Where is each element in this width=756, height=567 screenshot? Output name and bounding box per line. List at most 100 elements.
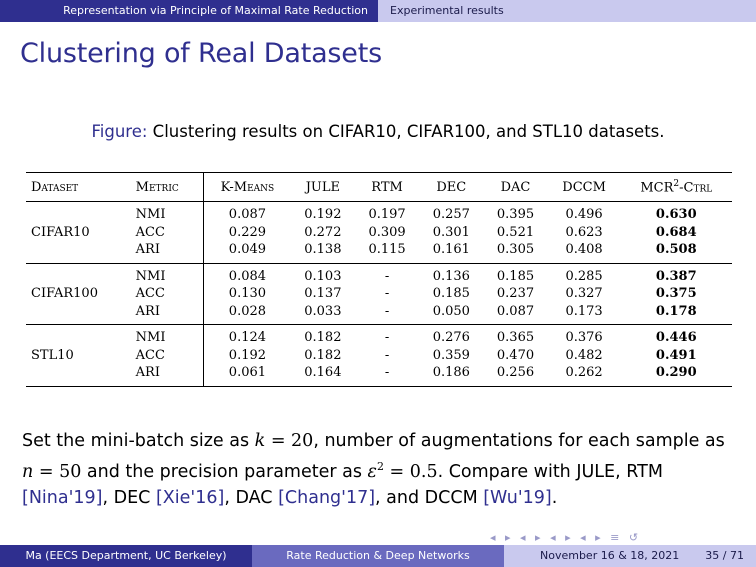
value-cell-dac: 0.470 [496,347,535,363]
metric-cell: NMI [130,324,205,347]
results-table: Dataset Metric K-Means JULE RTM DEC DAC … [26,172,732,387]
value-cell-mcr: 0.446 [655,330,697,345]
caption-prefix: Figure: [91,122,148,141]
table-row: ARI 0.049 0.138 0.115 0.161 0.305 0.408 0.508 [26,241,732,263]
table-row: ARI 0.028 0.033 - 0.050 0.087 0.173 0.178 [26,302,732,325]
citation-wu19[interactable]: [Wu'19] [483,487,552,508]
header-metric: Metric [130,172,205,202]
header-dataset: Dataset [31,179,79,195]
citation-chang17[interactable]: [Chang'17] [278,487,376,508]
table-row: CIFAR100 NMI 0.084 0.103 - 0.136 0.185 0.285 0.3… [26,263,732,301]
header-mcr-sup: 2 [673,178,680,189]
value-cell-dec: 0.301 [432,224,470,240]
body-text-3: and the precision parameter as [81,461,368,482]
metric-cell: NMI [130,201,205,224]
value-cell-jule: 0.192 [304,207,342,222]
table-row: ARI 0.061 0.164 - 0.186 0.256 0.262 0.290 [26,364,732,386]
dataset-cell: CIFAR10 [31,224,90,240]
header-kmeans: K-Means [220,179,275,195]
caption-text: Clustering results on CIFAR10, CIFAR100,… [152,122,665,141]
table-body: CIFAR10 NMI 0.087 0.192 0.197 0.257 0.395 0.496… [26,201,732,386]
value-cell-rtm: - [384,303,390,319]
value-cell-jule: 0.103 [304,268,342,284]
metric-cell: ACC [130,346,205,364]
footer-date-page: November 16 & 18, 2021 35 / 71 [504,545,756,567]
value-cell-mcr: 0.684 [655,224,697,240]
value-cell-rtm: - [384,268,390,284]
dataset-cell: CIFAR100 [31,286,98,301]
value-cell-mcr: 0.508 [655,242,697,257]
value-cell-kmeans: 0.124 [228,330,267,345]
math-k-value: = 20 [265,431,314,451]
footer-author: Ma (EECS Department, UC Berkeley) [0,545,252,567]
value-cell-jule: 0.164 [304,365,342,380]
math-epsilon: ε [367,461,377,482]
table-row: STL10 NMI 0.124 0.182 - 0.276 0.365 0.376 0.446 [26,324,732,363]
frame-title: Clustering of Real Datasets [20,38,382,69]
citation-xie16[interactable]: [Xie'16] [155,487,225,508]
value-cell-dccm: 0.262 [565,365,603,380]
metric-cell: NMI [130,263,205,285]
value-cell-dec: 0.186 [432,365,470,380]
value-cell-kmeans: 0.087 [228,207,267,222]
value-cell-dac: 0.256 [496,365,535,380]
value-cell-dac: 0.185 [496,268,535,284]
body-text-6: , DAC [224,487,279,508]
body-text-8: . [551,487,558,508]
value-cell-jule: 0.138 [304,242,342,257]
math-k: k [254,431,266,451]
footer-page-number: 35 / 71 [705,549,744,562]
value-cell-jule: 0.137 [304,286,342,301]
value-cell-jule: 0.182 [304,330,342,345]
value-cell-dac: 0.237 [496,286,535,301]
value-cell-dccm: 0.408 [565,242,603,257]
value-cell-mcr: 0.178 [655,303,697,319]
value-cell-dac: 0.305 [496,242,535,257]
value-cell-dec: 0.257 [432,207,470,222]
value-cell-dccm: 0.482 [565,347,603,363]
footer-bar: Ma (EECS Department, UC Berkeley) Rate R… [0,545,756,567]
value-cell-mcr: 0.387 [655,268,697,284]
header-dec: DEC [436,179,467,195]
nav-section-current[interactable]: Representation via Principle of Maximal … [0,0,378,22]
value-cell-rtm: - [384,286,390,301]
value-cell-kmeans: 0.130 [228,286,267,301]
body-text-1: Set the mini-batch size as [22,431,255,451]
value-cell-dec: 0.276 [432,330,470,345]
nav-subsection-current[interactable]: Experimental results [378,0,756,22]
body-text-5: , DEC [102,487,156,508]
table-row: CIFAR10 NMI 0.087 0.192 0.197 0.257 0.395 0.496… [26,201,732,240]
header-jule: JULE [305,179,340,195]
body-text-2: , number of augmentations for each sampl… [313,431,725,451]
navigation-symbols[interactable]: ◂ ▸ ◂ ▸ ◂ ▸ ◂ ▸ ≡ ↺ [490,531,642,544]
value-cell-kmeans: 0.229 [228,224,267,240]
math-epsilon-sup: 2 [376,460,384,473]
body-text-4: . Compare with JULE, RTM [437,461,663,482]
value-cell-dac: 0.087 [496,303,535,319]
citation-nina19[interactable]: [Nina'19] [22,487,103,508]
metric-cell: ACC [130,285,205,303]
dataset-cell: STL10 [31,347,74,363]
table-row: ACC 0.130 0.137 - 0.185 0.237 0.327 0.375 [26,285,732,303]
value-cell-kmeans: 0.028 [228,303,267,319]
math-epsilon-value: = 0.5 [383,461,438,482]
value-cell-kmeans: 0.049 [228,242,267,257]
value-cell-jule: 0.033 [304,303,342,319]
value-cell-rtm: - [384,330,390,345]
header-dccm: DCCM [562,179,606,195]
value-cell-dccm: 0.327 [565,286,603,301]
table-row: ACC 0.229 0.272 0.309 0.301 0.521 0.623 0.684 [26,223,732,241]
value-cell-rtm: - [384,347,390,363]
value-cell-jule: 0.272 [304,224,342,240]
table-row: ACC 0.192 0.182 - 0.359 0.470 0.482 0.491 [26,346,732,364]
value-cell-mcr: 0.491 [655,347,697,363]
body-paragraph: Set the mini-batch size as k = 20, numbe… [22,428,734,511]
value-cell-dccm: 0.376 [565,330,603,345]
metric-cell: ARI [130,364,205,386]
value-cell-dec: 0.050 [432,303,470,319]
table-header-row: Dataset Metric K-Means JULE RTM DEC DAC … [26,172,732,202]
value-cell-dac: 0.521 [496,224,535,240]
figure-caption: Figure: Clustering results on CIFAR10, C… [0,122,756,141]
top-navigation-bar: Representation via Principle of Maximal … [0,0,756,22]
footer-short-title: Rate Reduction & Deep Networks [252,545,504,567]
